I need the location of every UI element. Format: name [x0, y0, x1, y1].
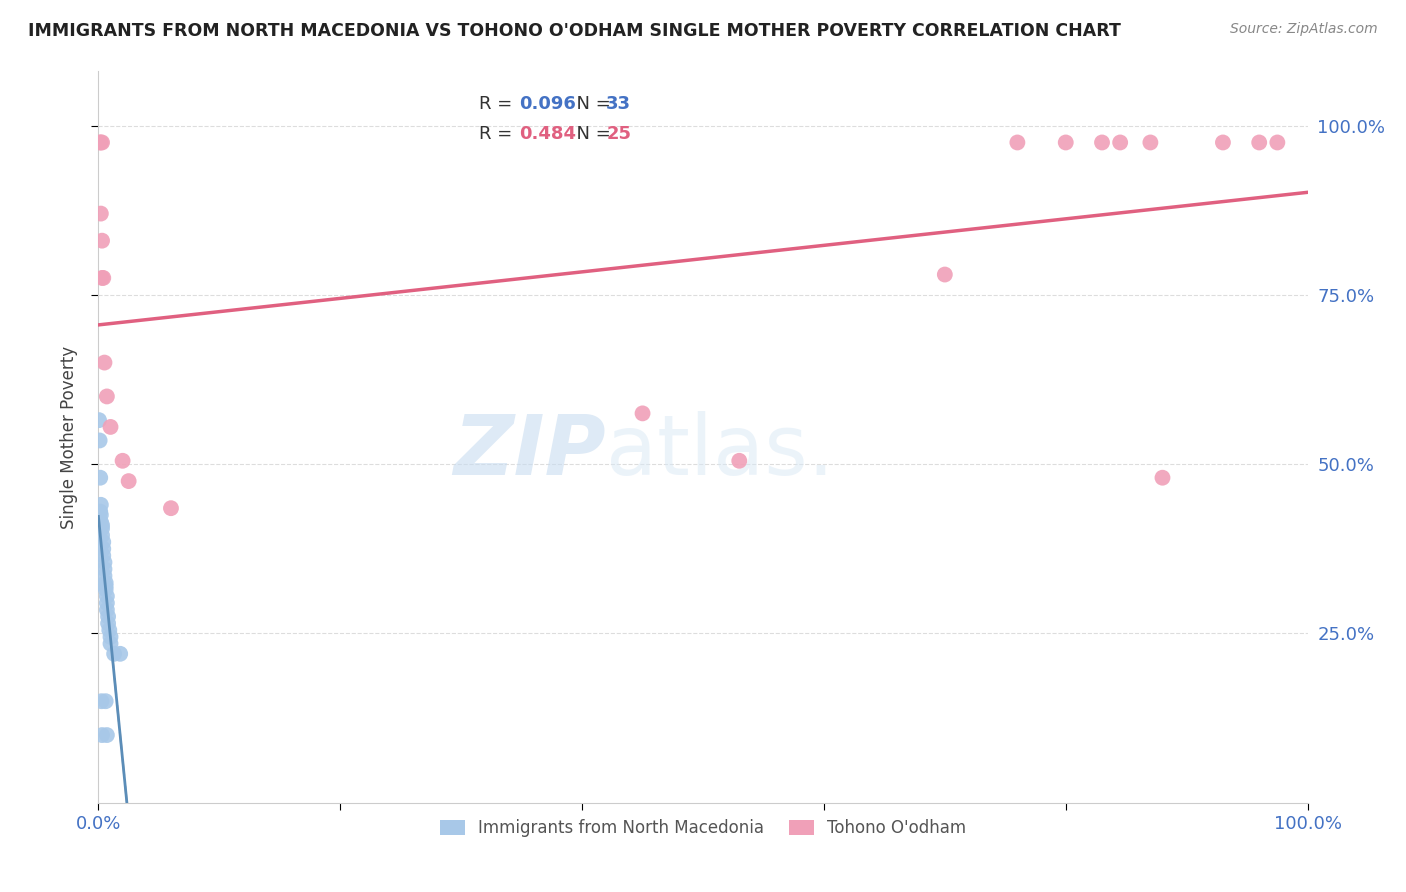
- Point: [1267, 136, 1289, 150]
- Point: [91, 521, 114, 535]
- Point: [94, 582, 117, 597]
- Point: [91, 234, 114, 248]
- Y-axis label: Single Mother Poverty: Single Mother Poverty: [60, 345, 79, 529]
- Point: [90, 136, 112, 150]
- Text: N =: N =: [565, 95, 617, 113]
- Point: [91, 541, 114, 556]
- Point: [91, 549, 114, 563]
- Point: [93, 569, 115, 583]
- Text: R =: R =: [479, 125, 519, 143]
- Point: [89, 505, 111, 519]
- Text: 0.096: 0.096: [519, 95, 576, 113]
- Point: [1152, 471, 1174, 485]
- Point: [93, 555, 115, 569]
- Point: [96, 589, 118, 603]
- Point: [1007, 136, 1029, 150]
- Text: atlas.: atlas.: [606, 411, 835, 492]
- Text: 33: 33: [606, 95, 631, 113]
- Point: [1249, 136, 1271, 150]
- Point: [934, 268, 956, 282]
- Point: [94, 579, 117, 593]
- Text: N =: N =: [565, 125, 617, 143]
- Point: [103, 647, 125, 661]
- Point: [93, 355, 115, 369]
- Point: [91, 535, 114, 549]
- Legend: Immigrants from North Macedonia, Tohono O'odham: Immigrants from North Macedonia, Tohono …: [432, 811, 974, 846]
- Point: [94, 694, 117, 708]
- Point: [108, 647, 131, 661]
- Point: [87, 413, 110, 427]
- Point: [91, 271, 114, 285]
- Text: Source: ZipAtlas.com: Source: ZipAtlas.com: [1230, 22, 1378, 37]
- Point: [90, 694, 112, 708]
- Point: [118, 474, 141, 488]
- Point: [89, 471, 111, 485]
- Point: [91, 136, 114, 150]
- Point: [1054, 136, 1077, 150]
- Point: [96, 603, 118, 617]
- Point: [89, 434, 111, 448]
- Point: [1091, 136, 1114, 150]
- Point: [90, 206, 112, 220]
- Point: [96, 389, 118, 403]
- Point: [98, 623, 121, 637]
- Point: [93, 562, 115, 576]
- Point: [90, 498, 112, 512]
- Point: [160, 501, 183, 516]
- Point: [111, 454, 134, 468]
- Point: [97, 609, 120, 624]
- Point: [100, 637, 122, 651]
- Text: R =: R =: [479, 95, 519, 113]
- Point: [91, 728, 114, 742]
- Point: [90, 508, 112, 522]
- Point: [100, 420, 122, 434]
- Point: [1212, 136, 1234, 150]
- Text: ZIP: ZIP: [454, 411, 606, 492]
- Text: 0.484: 0.484: [519, 125, 576, 143]
- Point: [91, 518, 114, 533]
- Point: [631, 406, 654, 420]
- Point: [94, 575, 117, 590]
- Point: [1139, 136, 1161, 150]
- Point: [100, 630, 122, 644]
- Point: [89, 136, 111, 150]
- Point: [96, 596, 118, 610]
- Point: [728, 454, 751, 468]
- Point: [91, 528, 114, 542]
- Point: [96, 728, 118, 742]
- Point: [97, 616, 120, 631]
- Text: 25: 25: [606, 125, 631, 143]
- Point: [1109, 136, 1132, 150]
- Point: [90, 515, 112, 529]
- Text: IMMIGRANTS FROM NORTH MACEDONIA VS TOHONO O'ODHAM SINGLE MOTHER POVERTY CORRELAT: IMMIGRANTS FROM NORTH MACEDONIA VS TOHON…: [28, 22, 1121, 40]
- Point: [91, 271, 114, 285]
